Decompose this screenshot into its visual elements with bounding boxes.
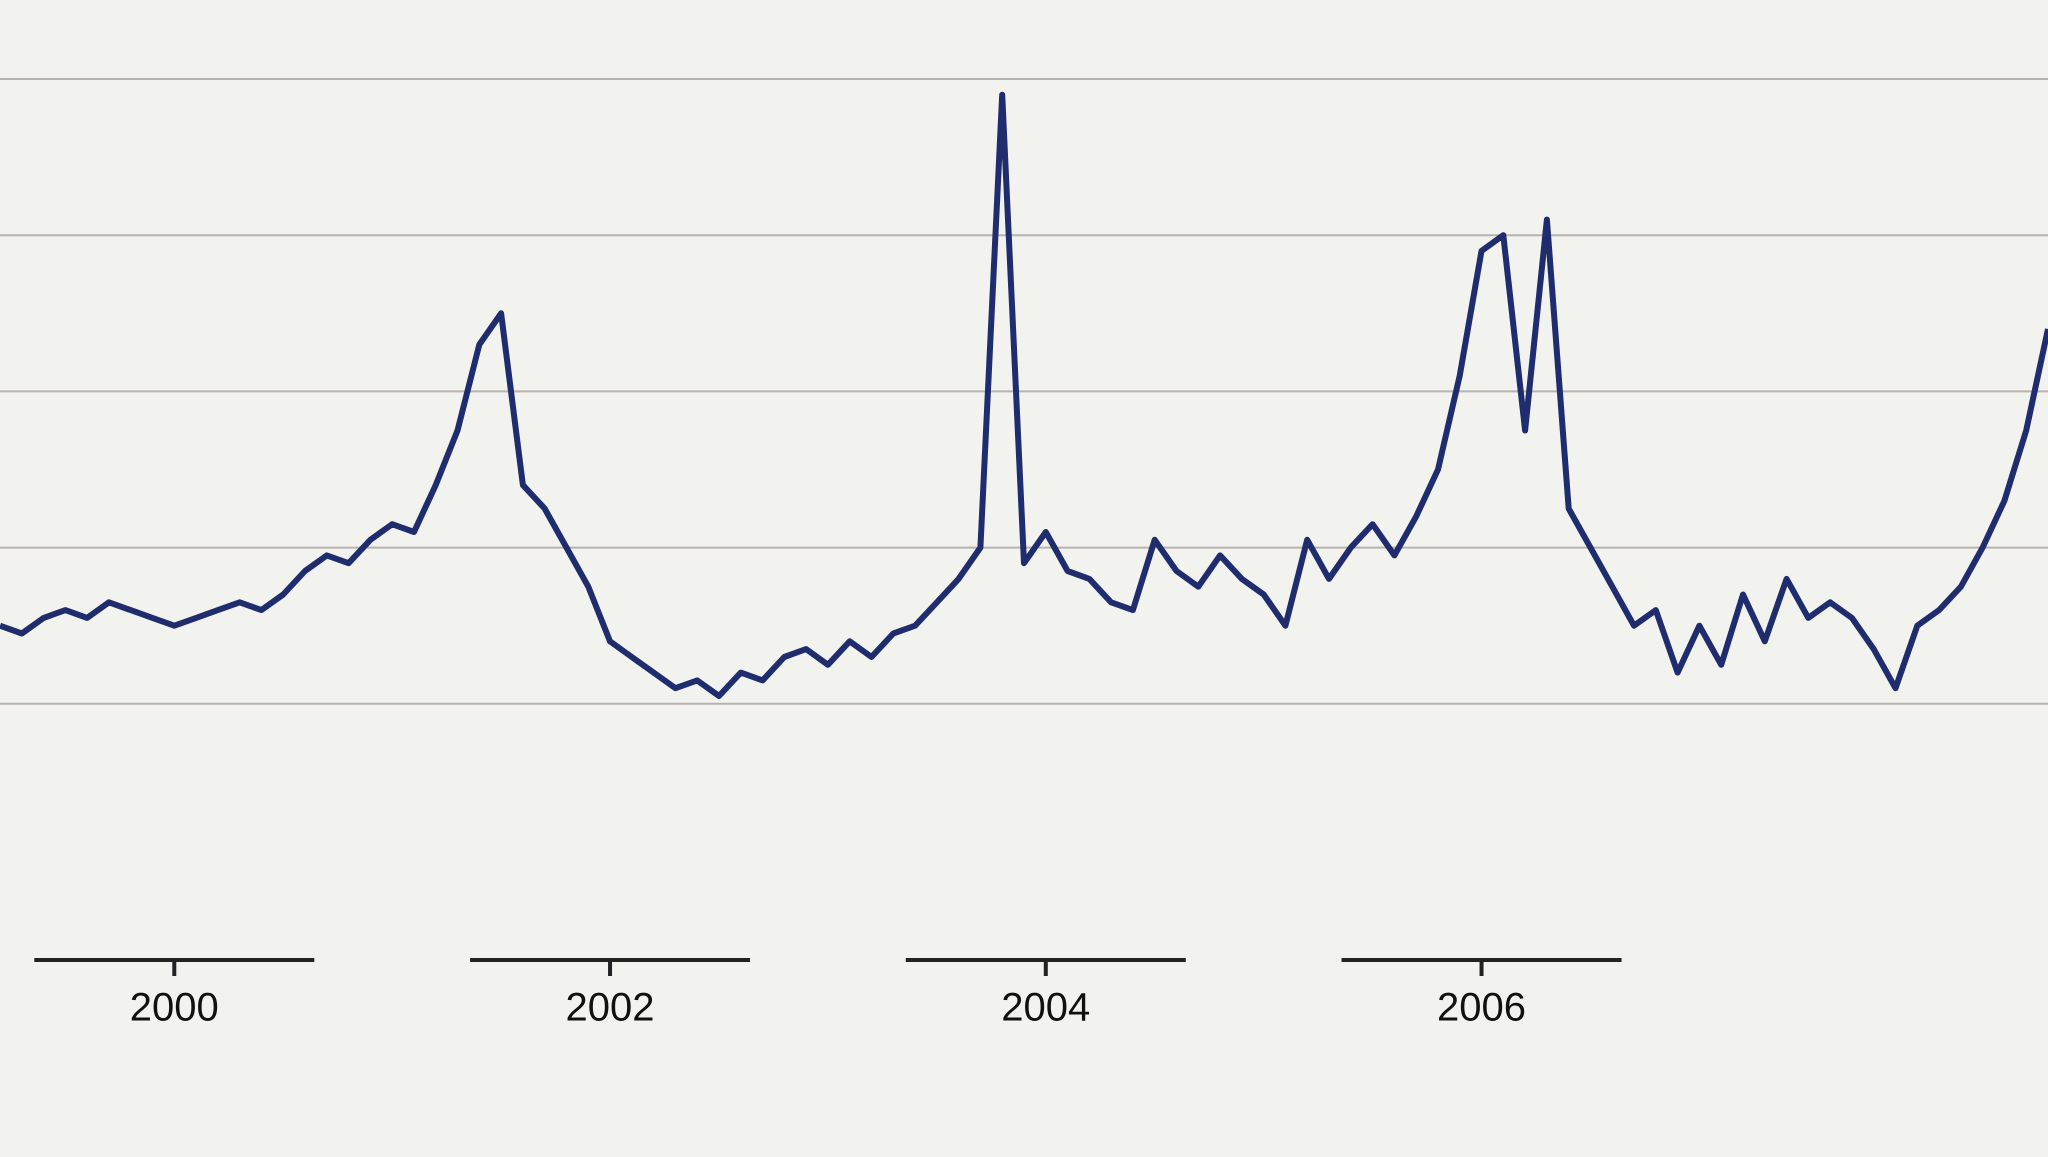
x-tick-label: 2002 (566, 986, 655, 1030)
data-line (0, 91, 2048, 699)
x-tick-label: 2000 (130, 986, 219, 1030)
x-tick-label: 2004 (1001, 986, 1090, 1030)
x-tick-label: 2006 (1437, 986, 1526, 1030)
